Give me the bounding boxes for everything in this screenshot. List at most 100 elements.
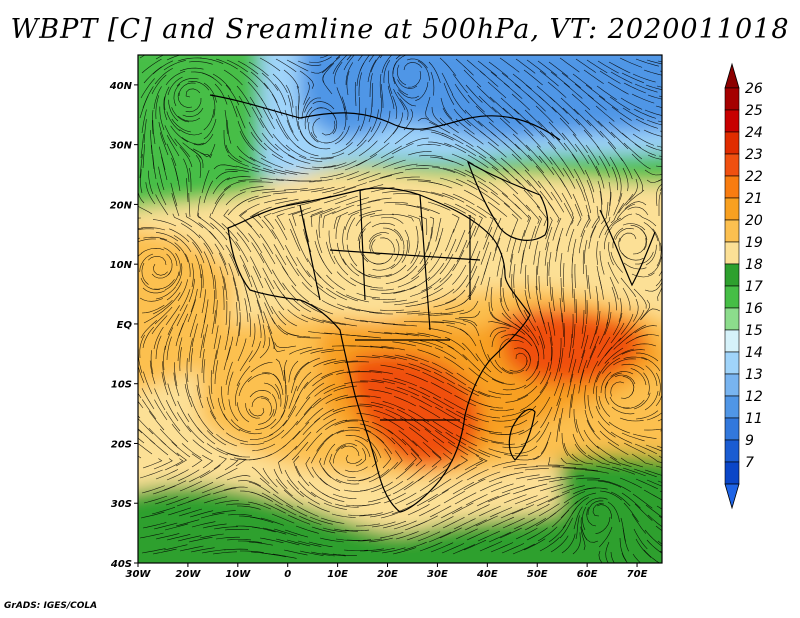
- streamline: [358, 72, 363, 96]
- streamline: [391, 437, 409, 456]
- streamline: [270, 409, 286, 429]
- streamline: [612, 348, 635, 360]
- streamline: [322, 73, 333, 95]
- streamline: [583, 189, 592, 214]
- streamline: [274, 219, 288, 241]
- streamline: [335, 478, 360, 485]
- streamline: [369, 511, 394, 518]
- streamline: [523, 370, 541, 389]
- streamline: [629, 309, 645, 330]
- streamline: [211, 310, 216, 335]
- streamline: [445, 289, 466, 304]
- streamline: [155, 95, 160, 120]
- streamline: [309, 208, 333, 218]
- streamline: [523, 189, 541, 209]
- streamline: [443, 142, 467, 154]
- streamline: [273, 108, 285, 131]
- streamline: [596, 240, 599, 265]
- streamline: [539, 130, 557, 150]
- streamline: [619, 232, 637, 242]
- colorbar-segment: [724, 153, 740, 177]
- streamline: [259, 233, 274, 255]
- streamline: [408, 340, 433, 348]
- streamline: [579, 359, 588, 384]
- streamline: [211, 93, 216, 118]
- streamline: [619, 117, 641, 132]
- streamline: [380, 217, 404, 224]
- streamline: [283, 69, 300, 89]
- streamline: [248, 407, 265, 417]
- streamline: [274, 143, 295, 159]
- streamline: [587, 154, 600, 177]
- streamline: [410, 448, 423, 467]
- streamline: [586, 479, 611, 483]
- streamline: [175, 519, 200, 527]
- streamline: [145, 182, 156, 205]
- colorbar-label: 25: [745, 103, 763, 119]
- streamline: [623, 356, 648, 361]
- streamline: [371, 521, 396, 528]
- streamline: [404, 452, 417, 471]
- streamline: [618, 193, 634, 214]
- streamline: [348, 405, 373, 408]
- streamline: [356, 292, 381, 299]
- streamline: [163, 292, 181, 311]
- streamline: [487, 141, 507, 158]
- streamline: [163, 96, 168, 121]
- streamline: [610, 551, 615, 563]
- streamline: [318, 253, 333, 275]
- streamline: [275, 118, 289, 140]
- colorbar-segment: [724, 395, 740, 419]
- streamline: [358, 309, 383, 314]
- streamline: [491, 330, 507, 348]
- streamline: [151, 506, 176, 515]
- streamline: [655, 105, 662, 108]
- streamline: [262, 292, 274, 315]
- streamline: [138, 228, 155, 231]
- streamline: [525, 324, 539, 346]
- streamline: [539, 537, 560, 552]
- streamline: [371, 156, 394, 168]
- streamline: [647, 154, 662, 160]
- streamline: [166, 143, 177, 167]
- streamline: [274, 198, 299, 205]
- streamline: [577, 349, 586, 374]
- streamline: [191, 323, 198, 348]
- streamline: [443, 490, 465, 504]
- streamline: [418, 504, 441, 517]
- streamline: [597, 60, 619, 74]
- streamline: [659, 550, 662, 553]
- streamline: [224, 326, 230, 351]
- streamline: [394, 129, 415, 145]
- streamline: [143, 119, 147, 144]
- streamline: [419, 129, 444, 135]
- streamline: [190, 148, 204, 168]
- streamline: [428, 328, 453, 335]
- streamline: [370, 345, 395, 350]
- streamline: [356, 126, 372, 147]
- streamline: [391, 504, 415, 515]
- streamline: [223, 69, 243, 86]
- streamline: [149, 360, 156, 385]
- streamline: [312, 393, 333, 409]
- streamline: [345, 125, 360, 146]
- streamline: [199, 465, 221, 479]
- streamline: [282, 282, 299, 302]
- streamline: [526, 299, 536, 323]
- streamline: [490, 483, 514, 493]
- streamline: [515, 405, 537, 420]
- streamline: [500, 334, 524, 339]
- streamline: [155, 533, 180, 540]
- streamline: [652, 228, 661, 251]
- streamline: [439, 57, 457, 76]
- streamline: [611, 106, 632, 121]
- streamline: [538, 503, 560, 517]
- streamline: [206, 396, 217, 420]
- streamline: [442, 517, 465, 529]
- streamline: [394, 354, 419, 362]
- streamline: [435, 430, 456, 445]
- streamline: [475, 105, 494, 123]
- streamline: [383, 355, 408, 361]
- streamline: [226, 432, 249, 443]
- streamline: [610, 131, 629, 150]
